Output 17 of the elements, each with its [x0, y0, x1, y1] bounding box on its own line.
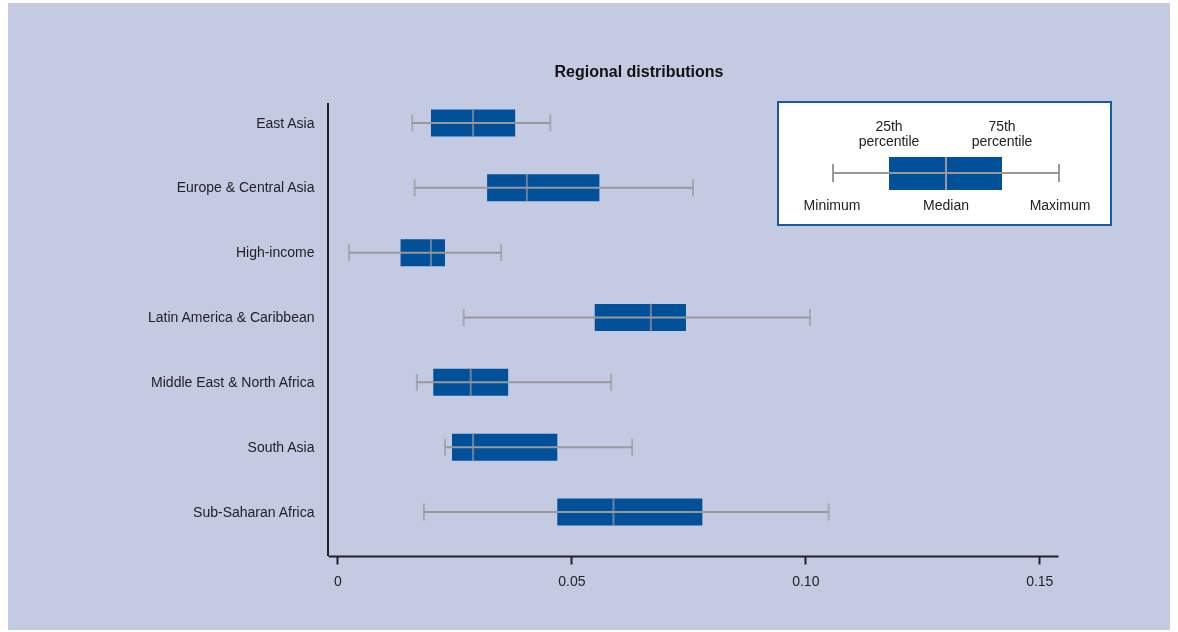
x-tick-label: 0.10 — [792, 572, 820, 589]
y-tick-label: South Asia — [247, 438, 315, 455]
y-tick-label: Latin America & Caribbean — [147, 309, 315, 325]
annotation: 25th percentile — [857, 118, 921, 149]
annotation: Maximum — [1028, 197, 1092, 213]
x-tick-label: 0 — [333, 572, 342, 589]
y-tick-label: Middle East & North Africa — [151, 373, 315, 390]
chart-title: Regional distributions — [554, 63, 724, 80]
x-tick-label: 0.15 — [1026, 572, 1054, 589]
annotation: Minimum — [802, 197, 862, 213]
annotation: 75th percentile — [970, 118, 1034, 149]
y-tick-label: Sub-Saharan Africa — [193, 503, 315, 520]
y-tick-label: East Asia — [256, 114, 315, 131]
x-tick-label: 0.05 — [558, 572, 586, 589]
y-tick-label: High-income — [235, 244, 315, 261]
annotation: Median — [922, 197, 970, 213]
y-tick-label: Europe & Central Asia — [176, 179, 315, 196]
